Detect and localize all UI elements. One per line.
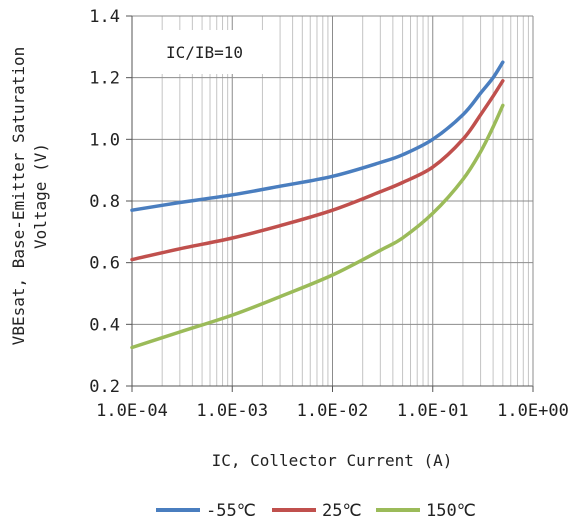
- x-tick-label: 1.0E-02: [297, 401, 369, 421]
- x-tick-label: 1.0E+00: [497, 401, 569, 421]
- series-line-2: [130, 103, 505, 350]
- y-tick-label: 1.2: [89, 69, 120, 89]
- x-tick-label: 1.0E-03: [196, 401, 268, 421]
- annotation-text: IC/IB=10: [166, 43, 243, 62]
- series-line-1: [130, 79, 505, 262]
- y-tick-label: 0.8: [89, 192, 120, 212]
- axes: [126, 15, 534, 392]
- y-axis-label-line-2: Voltage (V): [31, 143, 50, 249]
- series-line-0: [130, 60, 505, 212]
- y-tick-label: 1.4: [89, 7, 120, 27]
- legend-label-2: 150℃: [426, 501, 476, 521]
- y-tick-label: 1.0: [89, 130, 120, 150]
- y-axis-label-line-1: VBEsat, Base-Emitter Saturation: [9, 47, 28, 346]
- annotation-box: [153, 30, 278, 74]
- series-lines: [130, 60, 505, 350]
- legend: -55℃ 25℃ 150℃: [156, 501, 476, 521]
- x-tick-label: 1.0E-01: [397, 401, 469, 421]
- x-tick-label: 1.0E-04: [96, 401, 168, 421]
- x-axis-label: IC, Collector Current (A): [212, 451, 453, 470]
- legend-label-0: -55℃: [206, 501, 256, 521]
- y-axis-label: VBEsat, Base-Emitter Saturation Voltage …: [9, 47, 50, 346]
- y-tick-label: 0.4: [89, 315, 120, 335]
- grid: [131, 15, 533, 387]
- tick-labels: 0.2 0.4 0.6 0.8 1.0 1.2 1.4 1.0E-04 1.0E-03 1.0E-…: [89, 7, 569, 421]
- legend-label-1: 25℃: [322, 501, 362, 521]
- y-tick-label: 0.2: [89, 377, 120, 397]
- y-tick-label: 0.6: [89, 254, 120, 274]
